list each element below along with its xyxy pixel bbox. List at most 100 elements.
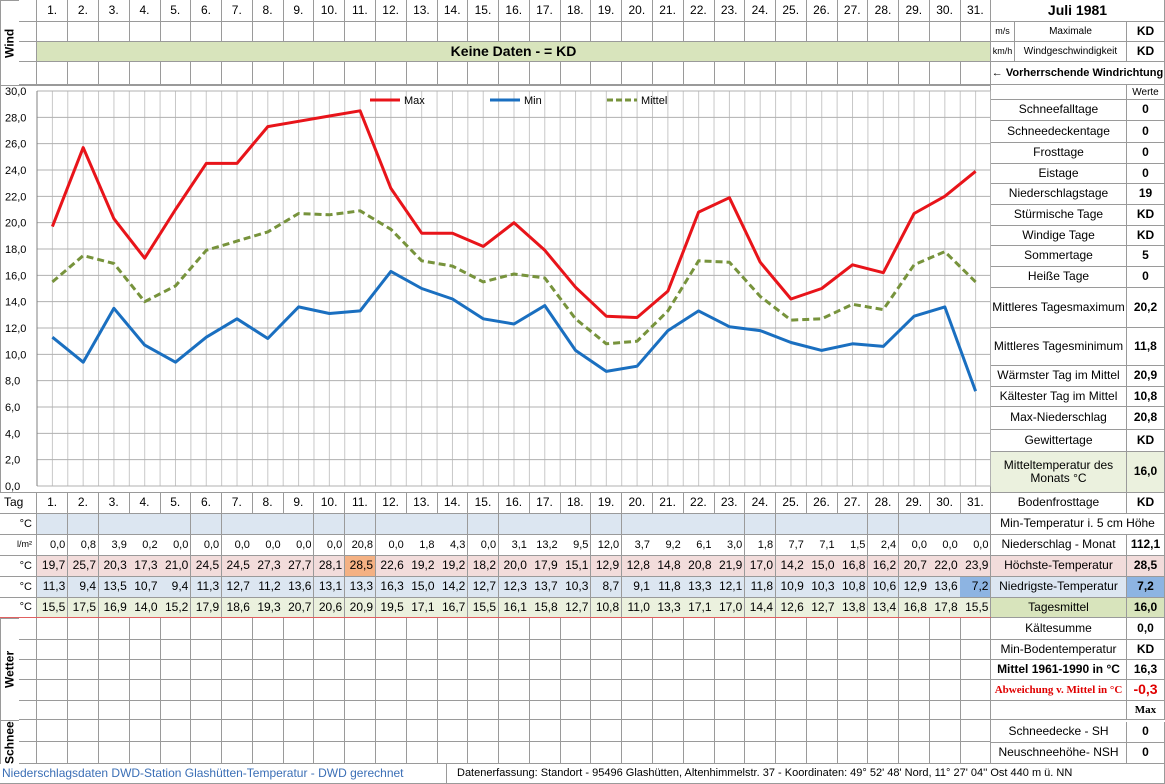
day-header: 26. [806,0,838,22]
empty-cell [467,720,500,742]
empty-cell [621,62,653,85]
empty-cell [129,514,161,535]
empty-cell [683,62,715,85]
table-value: 1,8 [744,535,777,556]
table-value: 0,0 [37,535,69,556]
values-header: Werte [1127,85,1165,100]
table-value: 0,0 [160,535,192,556]
empty-cell [744,514,777,535]
day-header: 1. [37,0,69,22]
month-title: Juli 1981 [991,0,1165,22]
section-label: Wetter [0,618,19,720]
empty-cell [560,680,592,701]
table-value: 0,8 [67,535,100,556]
day-header: 11. [344,0,376,22]
empty-cell [37,62,69,85]
table-value: 0,0 [252,535,284,556]
day-number: 17. [529,493,561,514]
day-header: 23. [714,0,746,22]
day-header: 24. [744,0,777,22]
empty-cell [160,62,192,85]
empty-cell [67,660,100,680]
empty-cell [375,618,407,640]
empty-cell [621,701,653,720]
panel-label: Sommertage [991,246,1127,267]
day-number: 16. [498,493,530,514]
empty-cell [714,720,746,742]
empty-cell [929,22,961,42]
empty-cell [344,720,376,742]
table-value: 1,5 [837,535,869,556]
empty-cell [344,680,376,701]
wind-direction: ← Vorherrschende Windrichtung [991,62,1165,85]
empty-cell [160,680,192,701]
empty-cell [190,660,223,680]
empty-cell [929,62,961,85]
table-value: 13,1 [313,577,346,598]
empty-cell [652,514,684,535]
panel-label: Eistage [991,164,1127,184]
no-data-band: Keine Daten - = KD [37,42,991,62]
day-number: 15. [467,493,500,514]
table-value: 10,9 [775,577,807,598]
table-value: 14,2 [775,556,807,577]
day-number: 9. [283,493,315,514]
empty-cell [437,720,469,742]
empty-cell [406,720,438,742]
empty-cell [283,22,315,42]
table-value: 7,2 [960,577,992,598]
empty-cell [714,701,746,720]
empty-cell [775,62,807,85]
empty-cell [375,701,407,720]
panel-value: KD [1127,205,1165,226]
empty-cell [344,62,376,85]
day-header: 17. [529,0,561,22]
snow-value: 0 [1127,722,1165,743]
empty-cell [160,618,192,640]
day-header: 13. [406,0,438,22]
table-value: 9,1 [621,577,653,598]
empty-cell [344,701,376,720]
empty-cell [437,680,469,701]
summary-value: KD [1127,493,1165,514]
summary-spacer [991,701,1127,720]
empty-cell [283,618,315,640]
empty-cell [714,640,746,660]
empty-cell [898,62,930,85]
empty-cell [683,22,715,42]
row-unit: °C [0,577,37,598]
day-number: 7. [221,493,253,514]
empty-cell [129,742,161,764]
wind-max-value: KD [1127,42,1165,62]
empty-cell [160,514,192,535]
day-number: 6. [190,493,223,514]
table-value: 9,2 [652,535,684,556]
day-number: 28. [867,493,900,514]
table-value: 10,8 [837,577,869,598]
empty-cell [313,640,346,660]
empty-cell [437,514,469,535]
table-value: 17,8 [929,598,961,618]
empty-cell [313,62,346,85]
empty-cell [67,514,100,535]
table-value: 16,8 [837,556,869,577]
table-value: 15,2 [160,598,192,618]
empty-cell [313,22,346,42]
empty-cell [898,618,930,640]
table-value: 16,3 [375,577,407,598]
panel-value: 0 [1127,143,1165,164]
day-header: 21. [652,0,684,22]
empty-cell [221,660,253,680]
empty-cell [867,720,900,742]
day-header: 9. [283,0,315,22]
empty-cell [37,660,69,680]
empty-cell [160,720,192,742]
empty-cell [221,514,253,535]
empty-cell [683,640,715,660]
empty-cell [437,742,469,764]
summary-label: Mittel 1961-1990 in °C [991,660,1127,680]
table-value: 15,5 [37,598,69,618]
empty-cell [160,742,192,764]
empty-cell [775,742,807,764]
panel-value: KD [1127,430,1165,452]
